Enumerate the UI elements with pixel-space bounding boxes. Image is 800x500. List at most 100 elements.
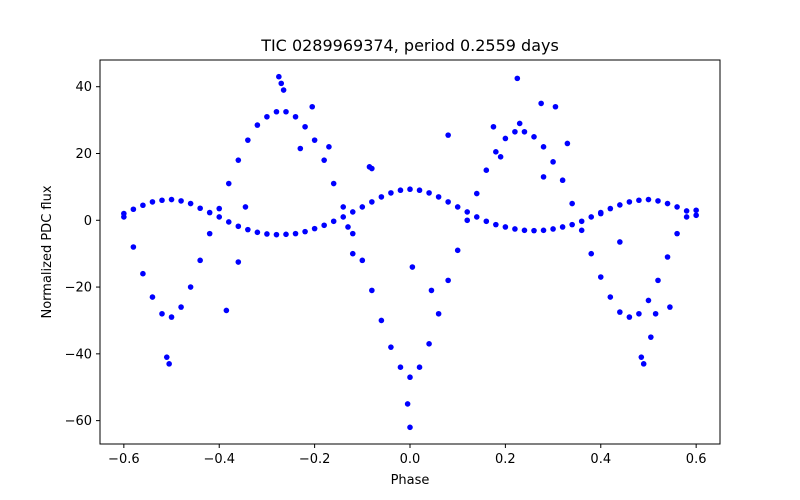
data-point-outlier — [280, 87, 287, 93]
data-point-outlier — [163, 354, 170, 360]
data-point-series-2 — [559, 177, 566, 184]
data-point-series-2 — [397, 364, 404, 371]
data-point-series-2 — [283, 108, 289, 115]
data-point-series-1 — [178, 198, 184, 204]
data-point-series-1 — [521, 227, 528, 234]
data-point-series-2 — [178, 304, 184, 310]
data-point-series-1 — [159, 197, 165, 204]
data-point-outlier — [516, 120, 523, 127]
data-point-series-1 — [283, 231, 289, 238]
data-point-series-1 — [483, 218, 490, 225]
data-point-series-1 — [302, 228, 308, 235]
data-point-outlier — [538, 100, 544, 107]
data-point-series-1 — [130, 206, 137, 213]
data-point-series-2 — [483, 167, 490, 173]
data-point-outlier — [552, 103, 559, 110]
data-point-series-1 — [225, 219, 232, 225]
data-point-series-1 — [502, 224, 509, 230]
data-point-outlier — [235, 259, 242, 265]
data-point-outlier — [326, 144, 332, 150]
data-point-series-1 — [693, 212, 699, 219]
x-tick-label: 0.6 — [686, 452, 707, 467]
data-point-series-2 — [521, 128, 528, 135]
data-point-series-2 — [140, 270, 146, 277]
data-point-outlier — [278, 80, 285, 87]
data-point-series-1 — [569, 221, 575, 228]
data-point-series-2 — [388, 344, 394, 350]
data-point-series-2 — [407, 374, 413, 381]
data-point-series-2 — [206, 230, 213, 237]
data-point-series-2 — [349, 230, 356, 237]
data-point-outlier — [428, 287, 435, 294]
data-point-series-1 — [264, 231, 270, 237]
data-point-series-2 — [664, 254, 671, 260]
data-point-series-2 — [578, 227, 585, 234]
data-point-series-1 — [168, 196, 175, 203]
data-point-outlier — [638, 354, 645, 360]
data-point-series-1 — [340, 214, 347, 220]
data-point-series-1 — [550, 226, 556, 232]
data-point-series-2 — [149, 294, 156, 300]
data-point-series-2 — [674, 230, 680, 237]
data-point-series-1 — [645, 196, 652, 203]
plot-frame — [99, 59, 721, 445]
data-point-outlier — [276, 73, 282, 80]
data-point-series-1 — [636, 197, 642, 204]
data-point-series-1 — [445, 199, 451, 205]
data-point-series-1 — [464, 209, 471, 215]
data-point-outlier — [640, 361, 647, 367]
data-point-series-1 — [559, 224, 566, 230]
data-point-series-1 — [674, 204, 680, 210]
data-point-series-1 — [378, 194, 385, 200]
data-point-series-2 — [254, 122, 261, 128]
data-point-series-1 — [512, 226, 518, 232]
data-point-series-2 — [235, 157, 242, 163]
data-point-outlier — [409, 264, 416, 270]
data-point-series-2 — [245, 137, 251, 143]
data-point-series-1 — [578, 218, 585, 225]
data-point-series-2 — [130, 244, 137, 250]
data-point-series-1 — [664, 200, 671, 207]
data-point-series-2 — [197, 257, 203, 264]
data-point-outlier — [345, 224, 351, 230]
data-points — [121, 73, 699, 431]
data-point-outlier — [445, 132, 451, 138]
data-point-series-2 — [168, 314, 175, 320]
data-point-series-1 — [388, 190, 394, 196]
data-point-outlier — [514, 75, 521, 82]
data-point-series-2 — [683, 214, 690, 220]
data-point-series-2 — [159, 310, 165, 317]
data-point-series-2 — [655, 277, 661, 284]
x-axis: −0.6 −0.4 −0.2 0.0 0.2 0.4 0.6 — [108, 444, 706, 467]
data-point-series-2 — [512, 128, 518, 135]
data-point-series-2 — [187, 284, 194, 290]
data-point-series-2 — [454, 247, 461, 254]
data-point-outlier — [349, 250, 356, 257]
data-point-outlier — [309, 103, 316, 110]
data-point-series-1 — [330, 218, 337, 225]
x-tick-label: −0.2 — [299, 452, 331, 467]
data-point-series-2 — [359, 257, 366, 264]
data-point-series-2 — [225, 180, 232, 187]
data-point-series-2 — [330, 180, 337, 187]
data-point-series-1 — [683, 208, 690, 214]
data-point-outlier — [540, 174, 547, 180]
data-point-series-1 — [454, 204, 461, 210]
x-tick-label: 0.0 — [400, 452, 421, 467]
data-point-series-2 — [617, 309, 623, 315]
data-point-series-1 — [407, 186, 413, 193]
data-point-outlier — [297, 145, 304, 152]
data-point-series-2 — [502, 135, 509, 142]
data-point-series-1 — [235, 223, 242, 230]
data-point-series-1 — [149, 199, 156, 205]
data-point-series-2 — [473, 190, 480, 197]
data-point-series-1 — [140, 202, 146, 209]
data-point-outlier — [617, 239, 623, 245]
data-point-series-1 — [617, 202, 623, 208]
data-point-outlier — [404, 401, 411, 407]
data-point-series-2 — [426, 341, 432, 347]
data-point-series-2 — [626, 314, 633, 320]
y-tick-label: 0 — [84, 214, 92, 229]
data-point-outlier — [166, 361, 172, 367]
